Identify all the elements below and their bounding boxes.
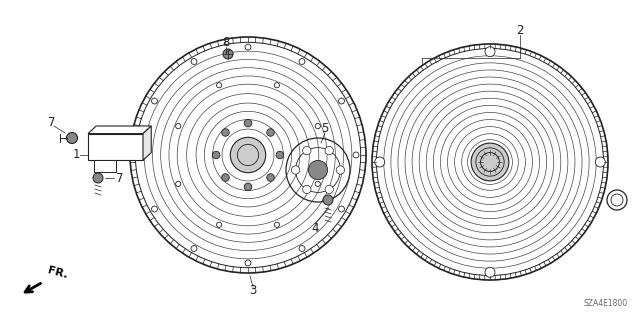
Text: 5: 5 — [321, 122, 329, 135]
Circle shape — [325, 146, 333, 155]
Circle shape — [276, 151, 284, 159]
Circle shape — [374, 157, 385, 167]
Text: 8: 8 — [222, 35, 230, 48]
Circle shape — [353, 152, 359, 158]
Polygon shape — [88, 126, 151, 134]
Circle shape — [315, 181, 321, 187]
Circle shape — [244, 119, 252, 127]
Circle shape — [267, 174, 275, 181]
Circle shape — [339, 206, 344, 212]
Text: 1: 1 — [72, 148, 80, 161]
Circle shape — [275, 83, 280, 88]
Circle shape — [485, 47, 495, 57]
Circle shape — [152, 98, 157, 104]
Circle shape — [308, 160, 328, 180]
Circle shape — [485, 267, 495, 277]
Circle shape — [303, 146, 311, 155]
Circle shape — [336, 166, 344, 174]
Text: 4: 4 — [311, 221, 319, 234]
Text: FR.: FR. — [46, 265, 68, 280]
Circle shape — [303, 185, 311, 194]
Circle shape — [67, 132, 77, 144]
Circle shape — [221, 129, 229, 136]
Circle shape — [595, 157, 605, 167]
Circle shape — [325, 185, 333, 194]
Circle shape — [221, 174, 229, 181]
Circle shape — [191, 246, 197, 251]
Circle shape — [299, 246, 305, 251]
Circle shape — [267, 129, 275, 136]
Circle shape — [223, 49, 233, 59]
Polygon shape — [93, 160, 115, 172]
Text: 2: 2 — [516, 24, 524, 36]
Circle shape — [299, 59, 305, 64]
Text: 7: 7 — [48, 115, 56, 129]
Circle shape — [275, 222, 280, 227]
Circle shape — [152, 206, 157, 212]
Circle shape — [175, 123, 181, 129]
Text: 3: 3 — [250, 285, 257, 298]
Circle shape — [315, 123, 321, 129]
Circle shape — [244, 183, 252, 191]
Polygon shape — [143, 126, 151, 160]
Circle shape — [175, 181, 181, 187]
Circle shape — [291, 166, 300, 174]
Circle shape — [245, 44, 251, 50]
Bar — [88, 134, 143, 160]
Circle shape — [216, 222, 221, 227]
Text: SZA4E1800: SZA4E1800 — [584, 299, 628, 308]
Circle shape — [230, 137, 266, 173]
Circle shape — [245, 260, 251, 266]
Circle shape — [212, 151, 220, 159]
Text: 7: 7 — [116, 172, 124, 184]
Circle shape — [93, 173, 103, 183]
Circle shape — [481, 152, 499, 171]
Circle shape — [137, 152, 143, 158]
Circle shape — [323, 195, 333, 205]
Circle shape — [216, 83, 221, 88]
Circle shape — [191, 59, 197, 64]
Circle shape — [339, 98, 344, 104]
Circle shape — [471, 143, 509, 181]
